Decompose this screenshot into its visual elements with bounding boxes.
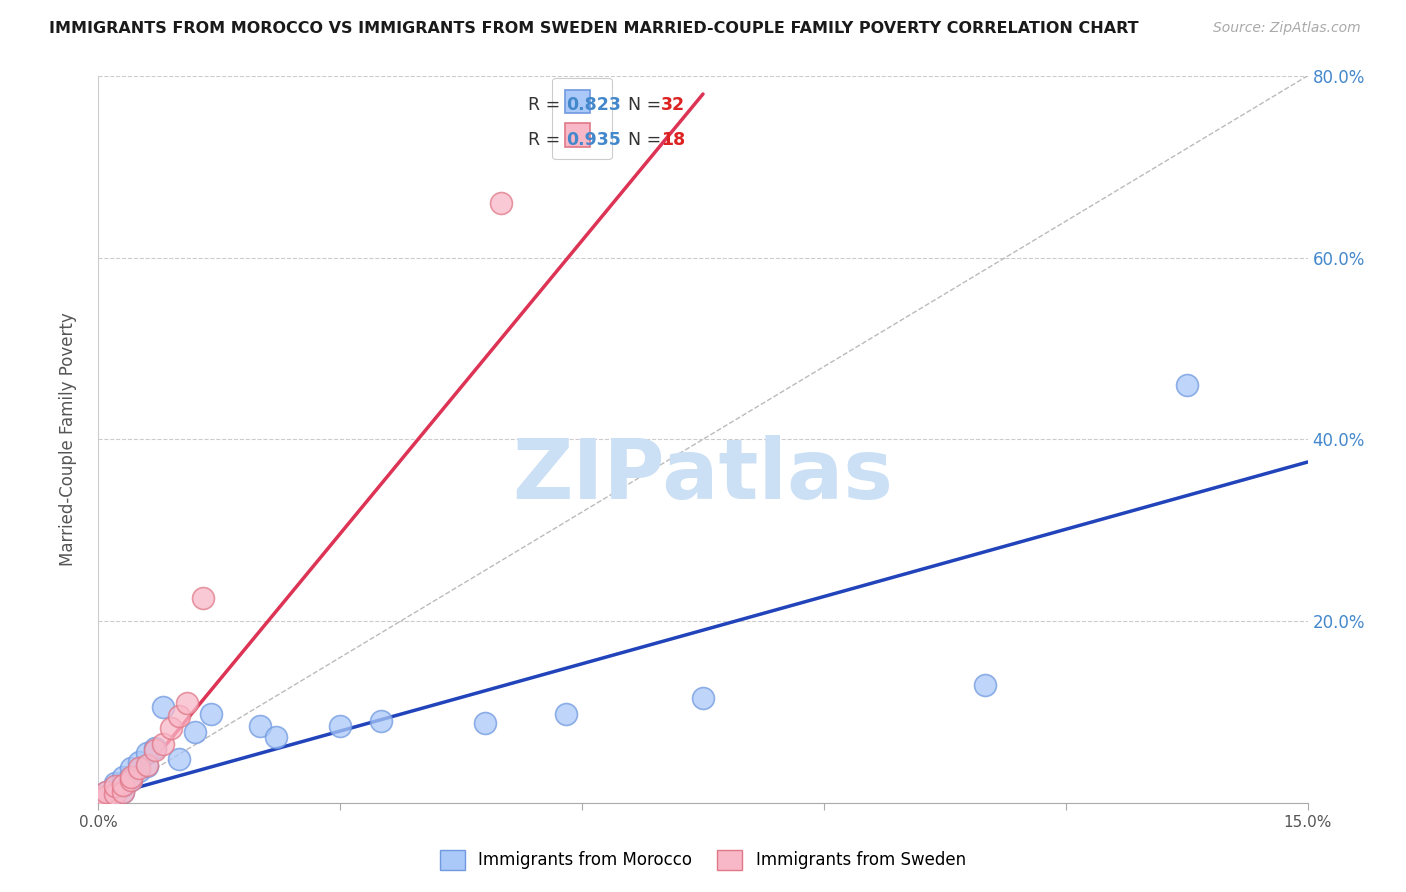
- Point: [96, 791, 118, 805]
- Point: [474, 715, 496, 730]
- Text: 18: 18: [661, 131, 685, 149]
- Point: [103, 780, 125, 794]
- Point: [135, 759, 157, 773]
- Text: Source: ZipAtlas.com: Source: ZipAtlas.com: [1213, 21, 1361, 35]
- Point: [103, 776, 125, 790]
- Point: [111, 785, 134, 799]
- Text: R =: R =: [527, 131, 565, 149]
- Point: [135, 746, 157, 760]
- Point: [103, 780, 125, 794]
- Point: [1175, 377, 1198, 392]
- Text: N =: N =: [628, 96, 666, 114]
- Point: [111, 778, 134, 792]
- Legend: Immigrants from Morocco, Immigrants from Sweden: Immigrants from Morocco, Immigrants from…: [433, 843, 973, 877]
- Point: [264, 731, 287, 745]
- Text: 0.935: 0.935: [567, 131, 621, 149]
- Point: [184, 725, 207, 739]
- Point: [193, 591, 215, 606]
- Point: [103, 787, 125, 801]
- Point: [555, 706, 578, 721]
- Point: [120, 761, 142, 775]
- Point: [692, 691, 714, 706]
- Point: [329, 718, 352, 732]
- Point: [249, 718, 271, 732]
- Point: [135, 757, 157, 772]
- Point: [152, 737, 174, 751]
- Point: [103, 782, 125, 797]
- Point: [96, 791, 118, 805]
- Point: [96, 789, 118, 803]
- Point: [120, 773, 142, 788]
- Text: IMMIGRANTS FROM MOROCCO VS IMMIGRANTS FROM SWEDEN MARRIED-COUPLE FAMILY POVERTY : IMMIGRANTS FROM MOROCCO VS IMMIGRANTS FR…: [49, 21, 1139, 36]
- Point: [974, 678, 997, 692]
- Point: [152, 700, 174, 714]
- Point: [103, 787, 125, 801]
- Point: [143, 743, 166, 757]
- Text: 0.823: 0.823: [567, 96, 621, 114]
- Text: N =: N =: [628, 131, 666, 149]
- Point: [111, 780, 134, 794]
- Point: [96, 785, 118, 799]
- Point: [96, 789, 118, 803]
- Legend: , : ,: [553, 78, 612, 159]
- Point: [128, 764, 150, 778]
- Point: [111, 776, 134, 790]
- Point: [111, 770, 134, 784]
- Point: [176, 696, 198, 710]
- Point: [160, 721, 183, 735]
- Text: ZIPatlas: ZIPatlas: [513, 435, 893, 516]
- Point: [370, 714, 392, 728]
- Y-axis label: Married-Couple Family Poverty: Married-Couple Family Poverty: [59, 312, 77, 566]
- Text: 32: 32: [661, 96, 685, 114]
- Point: [200, 706, 222, 721]
- Point: [167, 709, 190, 723]
- Point: [111, 785, 134, 799]
- Point: [128, 755, 150, 769]
- Point: [143, 741, 166, 756]
- Point: [120, 773, 142, 788]
- Text: R =: R =: [527, 96, 565, 114]
- Point: [128, 761, 150, 775]
- Point: [120, 770, 142, 784]
- Point: [96, 785, 118, 799]
- Point: [120, 768, 142, 782]
- Point: [491, 196, 513, 211]
- Point: [167, 752, 190, 766]
